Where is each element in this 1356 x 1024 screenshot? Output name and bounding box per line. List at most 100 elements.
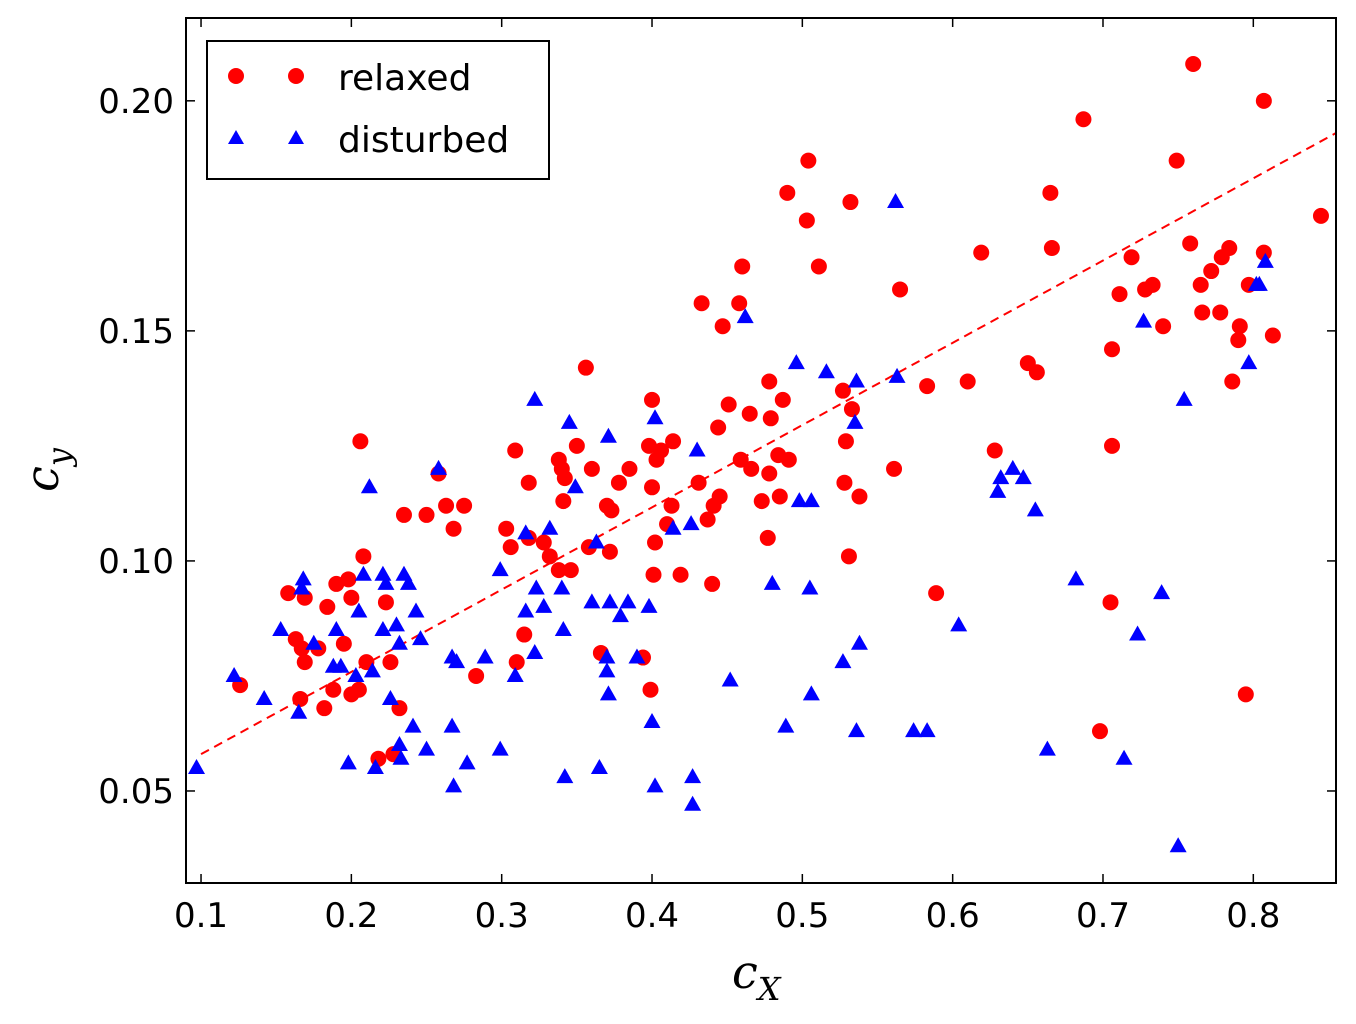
relaxed-point	[761, 373, 778, 390]
disturbed-point	[989, 482, 1007, 498]
disturbed-point	[790, 492, 808, 508]
relaxed-point	[653, 442, 670, 459]
relaxed-point	[892, 281, 909, 298]
disturbed-point	[1115, 749, 1133, 765]
disturbed-point	[387, 616, 405, 632]
disturbed-point	[721, 671, 739, 687]
relaxed-point	[761, 465, 778, 482]
disturbed-point	[846, 413, 864, 429]
relaxed-point	[1104, 341, 1121, 358]
disturbed-point	[272, 620, 290, 636]
relaxed-point	[1091, 723, 1108, 740]
x-tick-label: 0.1	[174, 896, 228, 936]
relaxed-point	[507, 442, 524, 459]
relaxed-point	[577, 359, 594, 376]
x-tick-label: 0.2	[324, 896, 378, 936]
relaxed-point	[502, 539, 519, 556]
disturbed-point	[1067, 570, 1085, 586]
relaxed-point	[621, 460, 638, 477]
relaxed-point	[732, 451, 749, 468]
relaxed-point	[1230, 332, 1247, 349]
disturbed-point	[566, 478, 584, 494]
relaxed-point	[645, 566, 662, 583]
disturbed-point	[1129, 625, 1147, 641]
relaxed-point	[350, 681, 367, 698]
y-tick-label: 0.05	[98, 772, 174, 812]
disturbed-point	[517, 602, 535, 618]
y-axis-label-base: c	[15, 466, 69, 492]
relaxed-point	[731, 295, 748, 312]
disturbed-point	[802, 685, 820, 701]
disturbed-point	[801, 579, 819, 595]
disturbed-point	[583, 593, 601, 609]
data-points-layer	[188, 56, 1329, 853]
relaxed-point	[1212, 304, 1229, 321]
relaxed-point	[714, 318, 731, 335]
disturbed-point	[587, 533, 605, 549]
disturbed-point	[225, 666, 243, 682]
relaxed-point	[644, 391, 661, 408]
relaxed-point	[550, 562, 567, 579]
relaxed-point	[568, 437, 585, 454]
relaxed-point	[734, 258, 751, 275]
relaxed-point	[395, 506, 412, 523]
disturbed-point	[491, 740, 509, 756]
disturbed-point	[390, 634, 408, 650]
relaxed-point	[328, 575, 345, 592]
relaxed-point	[468, 667, 485, 684]
relaxed-point	[535, 534, 552, 551]
disturbed-point	[918, 722, 936, 738]
relaxed-point	[1255, 244, 1272, 261]
relaxed-point	[1185, 56, 1202, 73]
relaxed-point	[610, 474, 627, 491]
relaxed-point	[780, 451, 797, 468]
disturbed-point	[554, 620, 572, 636]
relaxed-point	[704, 575, 721, 592]
disturbed-point	[777, 717, 795, 733]
disturbed-point	[527, 579, 545, 595]
y-axis-label: cy	[15, 447, 78, 492]
disturbed-point	[188, 758, 206, 774]
relaxed-point	[520, 474, 537, 491]
disturbed-point	[354, 565, 372, 581]
relaxed-point	[508, 654, 525, 671]
relaxed-point	[837, 433, 854, 450]
legend: relaxed disturbed	[206, 40, 550, 180]
disturbed-point	[430, 459, 448, 475]
disturbed-point	[1250, 275, 1268, 291]
relaxed-point	[690, 474, 707, 491]
relaxed-point	[641, 437, 658, 454]
disturbed-point	[1026, 501, 1044, 517]
disturbed-point	[363, 662, 381, 678]
relaxed-point	[343, 589, 360, 606]
relaxed-point	[834, 382, 851, 399]
disturbed-point	[535, 597, 553, 613]
relaxed-point	[771, 488, 788, 505]
x-axis-label-subscript: X	[755, 970, 782, 1008]
relaxed-point	[720, 396, 737, 413]
disturbed-point	[682, 515, 700, 531]
disturbed-point	[366, 758, 384, 774]
relaxed-point	[1312, 207, 1329, 224]
disturbed-point	[598, 662, 616, 678]
relaxed-point	[438, 497, 455, 514]
disturbed-point	[598, 648, 616, 664]
relaxed-point	[1221, 240, 1238, 257]
disturbed-point	[360, 478, 378, 494]
legend-disturbed-marker	[288, 130, 304, 144]
disturbed-point	[390, 735, 408, 751]
relaxed-point	[325, 681, 342, 698]
disturbed-point	[381, 689, 399, 705]
relaxed-point	[1075, 111, 1092, 128]
relaxed-point	[603, 502, 620, 519]
disturbed-point	[643, 712, 661, 728]
disturbed-point	[599, 427, 617, 443]
disturbed-point	[688, 441, 706, 457]
relaxed-point	[810, 258, 827, 275]
relaxed-point	[762, 410, 779, 427]
disturbed-point	[646, 409, 664, 425]
relaxed-point	[743, 460, 760, 477]
legend-disturbed-label: disturbed	[338, 120, 509, 161]
relaxed-point	[1224, 373, 1241, 390]
relaxed-point	[293, 640, 310, 657]
